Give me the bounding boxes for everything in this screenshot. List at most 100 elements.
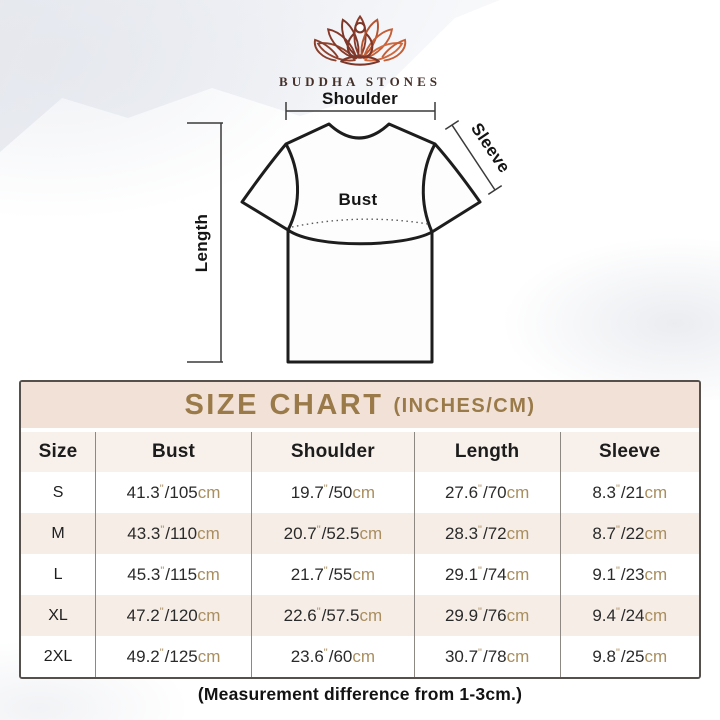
- bust-value: 49.2"/125cm: [95, 636, 252, 677]
- cm-unit: cm: [359, 523, 383, 543]
- column-header-bust: Bust: [95, 432, 252, 472]
- cm-unit: cm: [352, 482, 376, 502]
- shoulder-value: 20.7"/52.5cm: [251, 513, 415, 554]
- shoulder-value: 23.6"/60cm: [251, 636, 415, 677]
- brand-name: BUDDHA STONES: [279, 74, 441, 89]
- inch-mark: ": [316, 523, 321, 536]
- shoulder-value: 19.7"/50cm: [251, 472, 415, 513]
- left-sleeve-seam: [284, 143, 299, 231]
- cm-unit: cm: [644, 482, 668, 502]
- cm-unit: cm: [197, 646, 221, 666]
- size-value: 2XL: [43, 647, 73, 665]
- tshirt-diagram-svg: Shoulder Length Sleeve Bust: [187, 89, 514, 364]
- inch-mark: ": [316, 605, 321, 618]
- bust-solid-arc: [287, 228, 433, 246]
- inch-mark: ": [615, 646, 620, 659]
- table-row-s: S 41.3"/105cm 19.7"/50cm 27.6"/70cm 8.3"…: [21, 472, 699, 513]
- table-row-xl: XL 47.2"/120cm 22.6"/57.5cm 29.9"/76cm 9…: [21, 595, 699, 636]
- cm-unit: cm: [506, 482, 530, 502]
- cm-unit: cm: [506, 646, 530, 666]
- sleeve-value: 8.3"/21cm: [559, 472, 699, 513]
- shoulder-value: 21.7"/55cm: [251, 554, 415, 595]
- column-header-shoulder: Shoulder: [251, 432, 415, 472]
- size-value: M: [51, 524, 65, 542]
- bust-value: 43.3"/110cm: [95, 513, 252, 554]
- inch-mark: ": [615, 482, 620, 495]
- sleeve-tick-bottom: [487, 184, 503, 196]
- inch-mark: ": [159, 646, 164, 659]
- cm-unit: cm: [506, 523, 530, 543]
- tshirt-measurement-diagram: Shoulder Length Sleeve Bust: [180, 85, 520, 375]
- lotus-meditation-icon: [313, 14, 407, 66]
- background-ridge-wash: [420, 230, 720, 400]
- inch-mark: ": [478, 482, 482, 495]
- right-sleeve-seam: [421, 143, 437, 233]
- shoulder-value: 22.6"/57.5cm: [251, 595, 415, 636]
- size-chart-title-bar: SIZE CHART (INCHES/CM): [21, 382, 699, 428]
- inch-mark: ": [160, 564, 165, 577]
- size-chart-title: SIZE CHART: [184, 388, 384, 421]
- bust-value: 45.3"/115cm: [95, 554, 252, 595]
- table-row-m: M 43.3"/110cm 20.7"/52.5cm 28.3"/72cm 8.…: [21, 513, 699, 554]
- cm-unit: cm: [644, 523, 668, 543]
- inch-mark: ": [615, 605, 620, 618]
- inch-mark: ": [159, 605, 164, 618]
- inch-mark: ": [478, 605, 482, 618]
- inch-mark: ": [160, 523, 165, 536]
- inch-mark: ": [323, 564, 328, 577]
- cm-unit: cm: [197, 605, 221, 625]
- size-value: XL: [48, 606, 68, 624]
- sleeve-value: 9.4"/24cm: [559, 595, 699, 636]
- length-value: 27.6"/70cm: [413, 472, 560, 513]
- table-row-2xl: 2XL 49.2"/125cm 23.6"/60cm 30.7"/78cm 9.…: [21, 636, 699, 677]
- size-value: S: [52, 483, 64, 501]
- size-chart-units-subtitle: (INCHES/CM): [393, 395, 536, 417]
- cm-unit: cm: [644, 605, 668, 625]
- table-header-row: Size Bust Shoulder Length Sleeve: [21, 432, 699, 472]
- length-value: 29.9"/76cm: [413, 595, 560, 636]
- inch-mark: ": [615, 564, 620, 577]
- size-chart-panel: SIZE CHART (INCHES/CM) Size Bust Shoulde…: [19, 380, 701, 679]
- cm-unit: cm: [352, 646, 376, 666]
- inch-mark: ": [159, 482, 164, 495]
- cm-unit: cm: [644, 646, 668, 666]
- column-header-sleeve: Sleeve: [559, 432, 699, 472]
- column-header-size: Size: [38, 441, 78, 462]
- cm-unit: cm: [359, 605, 383, 625]
- title-divider-gap: [21, 428, 699, 432]
- length-label: Length: [192, 214, 211, 272]
- sleeve-value: 9.1"/23cm: [559, 554, 699, 595]
- bust-label: Bust: [339, 190, 378, 209]
- cm-unit: cm: [644, 564, 668, 584]
- length-value: 28.3"/72cm: [413, 513, 560, 554]
- cm-unit: cm: [197, 482, 221, 502]
- measurement-note: (Measurement difference from 1-3cm.): [197, 684, 523, 704]
- cm-unit: cm: [506, 564, 530, 584]
- cm-unit: cm: [352, 564, 376, 584]
- inch-mark: ": [615, 523, 620, 536]
- cm-unit: cm: [506, 605, 530, 625]
- inch-mark: ": [478, 564, 482, 577]
- length-value: 30.7"/78cm: [413, 636, 560, 677]
- bust-value: 47.2"/120cm: [95, 595, 252, 636]
- inch-mark: ": [323, 482, 328, 495]
- cm-unit: cm: [197, 564, 220, 584]
- column-header-length: Length: [413, 432, 560, 472]
- shoulder-label: Shoulder: [322, 89, 398, 108]
- sleeve-value: 8.7"/22cm: [559, 513, 699, 554]
- sleeve-label: Sleeve: [467, 120, 514, 177]
- inch-mark: ": [478, 523, 482, 536]
- sleeve-value: 9.8"/25cm: [559, 636, 699, 677]
- sleeve-tick-top: [444, 119, 460, 131]
- inch-mark: ": [478, 646, 482, 659]
- cm-unit: cm: [197, 523, 220, 543]
- size-value: L: [53, 565, 63, 583]
- bust-dotted-arc: [291, 218, 429, 228]
- bust-value: 41.3"/105cm: [95, 472, 252, 513]
- sleeve-measure-line: [451, 124, 496, 191]
- size-chart-table: Size Bust Shoulder Length Sleeve S 41.3"…: [21, 432, 699, 677]
- length-value: 29.1"/74cm: [413, 554, 560, 595]
- table-row-l: L 45.3"/115cm 21.7"/55cm 29.1"/74cm 9.1"…: [21, 554, 699, 595]
- inch-mark: ": [323, 646, 328, 659]
- brand-logo: BUDDHA STONES: [279, 8, 441, 90]
